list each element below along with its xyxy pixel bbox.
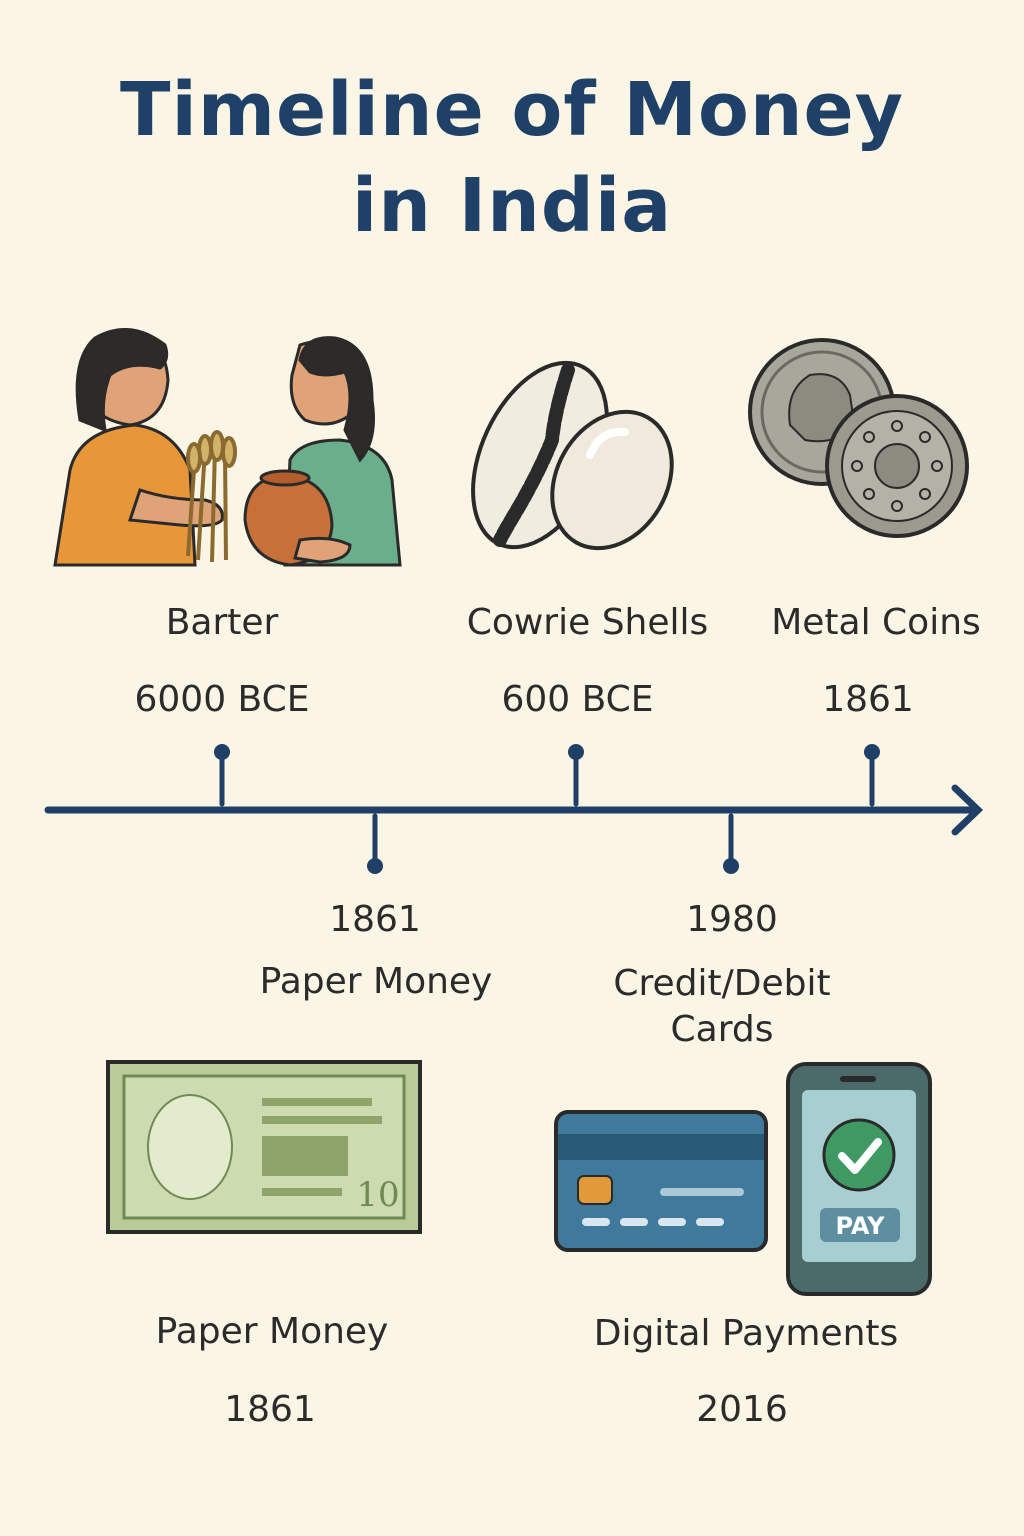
bottom-digital-name: Digital Payments bbox=[593, 1313, 899, 1354]
mid-paper-name: Paper Money bbox=[259, 961, 493, 1002]
bottom-digital-date: 2016 bbox=[696, 1389, 788, 1430]
page-title: Timeline of Money in India bbox=[0, 62, 1024, 254]
mid-cards-name-line1: Credit/Debit bbox=[613, 963, 831, 1004]
banknote-icon: 10 bbox=[106, 1060, 422, 1234]
bottom-paper-date: 1861 bbox=[224, 1389, 316, 1430]
event-cowrie-date: 600 BCE bbox=[501, 679, 654, 720]
title-line-1: Timeline of Money bbox=[120, 67, 904, 153]
timeline-axis bbox=[44, 744, 984, 874]
barter-people-icon bbox=[53, 328, 402, 567]
mid-cards-name-line2: Cards bbox=[670, 1009, 774, 1050]
metal-coins-icon bbox=[748, 338, 969, 538]
credit-card-icon bbox=[554, 1110, 768, 1252]
event-barter-date: 6000 BCE bbox=[134, 679, 310, 720]
smartphone-pay-icon: PAY bbox=[786, 1062, 932, 1296]
mid-cards-date: 1980 bbox=[686, 899, 778, 940]
event-coins-name: Metal Coins bbox=[771, 602, 981, 643]
title-line-2: in India bbox=[351, 163, 673, 249]
bottom-paper-name: Paper Money bbox=[155, 1311, 389, 1352]
cowrie-shells-icon bbox=[471, 360, 674, 551]
mid-paper-date: 1861 bbox=[329, 899, 421, 940]
event-coins-date: 1861 bbox=[822, 679, 914, 720]
pay-button-label: PAY bbox=[835, 1212, 885, 1240]
banknote-denomination: 10 bbox=[356, 1175, 399, 1215]
checkmark-icon bbox=[838, 1138, 882, 1174]
event-cowrie-name: Cowrie Shells bbox=[466, 602, 709, 643]
event-barter-name: Barter bbox=[165, 602, 279, 643]
